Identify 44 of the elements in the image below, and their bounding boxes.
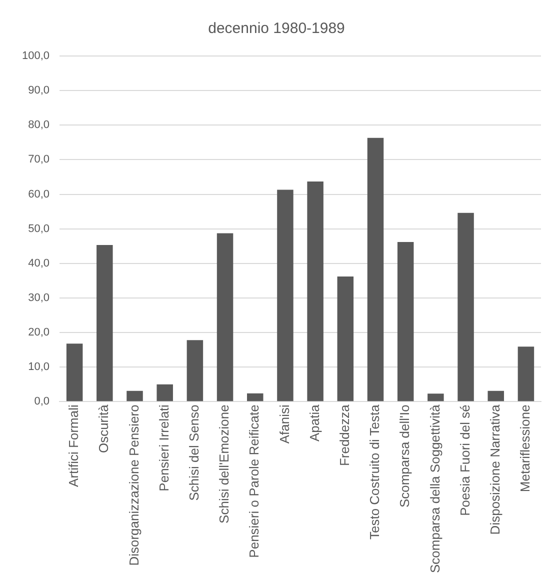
x-tick-label: Testo Costruito di Testa [367,404,382,540]
bar [428,394,444,402]
y-tick-label: 50,0 [28,222,50,235]
x-tick-label: Poesia Fuori del sé [457,404,472,516]
y-tick-label: 30,0 [28,292,50,304]
y-tick-label: 20,0 [28,326,50,339]
bar [156,384,173,402]
x-tick-label: Scomparsa della Soggettività [427,404,442,574]
bar [337,276,354,402]
bar [96,245,113,402]
bar [397,242,414,402]
x-tick-label: Disposizione Narrativa [487,404,502,535]
x-tick-label: Pensieri o Parole Reificate [246,404,262,558]
bar [247,393,264,402]
x-tick-label: Oscurità [96,404,112,454]
y-tick-label: 80,0 [28,119,50,132]
y-tick-label: 100,0 [22,50,50,62]
x-tick-label: Freddezza [336,404,352,466]
bar [277,190,294,402]
bar [186,340,204,402]
x-tick-label: Apatia [306,404,322,442]
y-tick-label: 60,0 [28,188,50,200]
bar [488,390,504,402]
x-tick-label: Artifici Formali [66,404,82,487]
y-tick-label: 0,0 [34,396,50,408]
y-tick-label: 10,0 [28,361,50,374]
bar [458,212,474,402]
chart-title: decennio 1980-1989 [208,20,345,38]
y-tick-label: 40,0 [28,257,50,270]
bar [66,344,83,402]
y-tick-label: 70,0 [28,154,50,166]
bar [126,390,143,402]
bar [367,138,384,402]
bar [518,346,534,402]
bar [307,181,324,402]
bar [216,233,234,402]
x-tick-label: Schisi del Senso [186,404,202,501]
x-tick-label: Afanisi [276,404,292,444]
y-tick-label: 90,0 [28,84,50,97]
x-tick-label: Schisi dell'Emozione [216,404,232,524]
x-tick-label: Scomparsa dell'Io [397,404,412,508]
x-tick-label: Metariflessione [518,404,533,492]
x-tick-label: Pensieri Irrelati [156,404,172,492]
x-tick-label: Disorganizzazione Pensiero [126,404,142,566]
